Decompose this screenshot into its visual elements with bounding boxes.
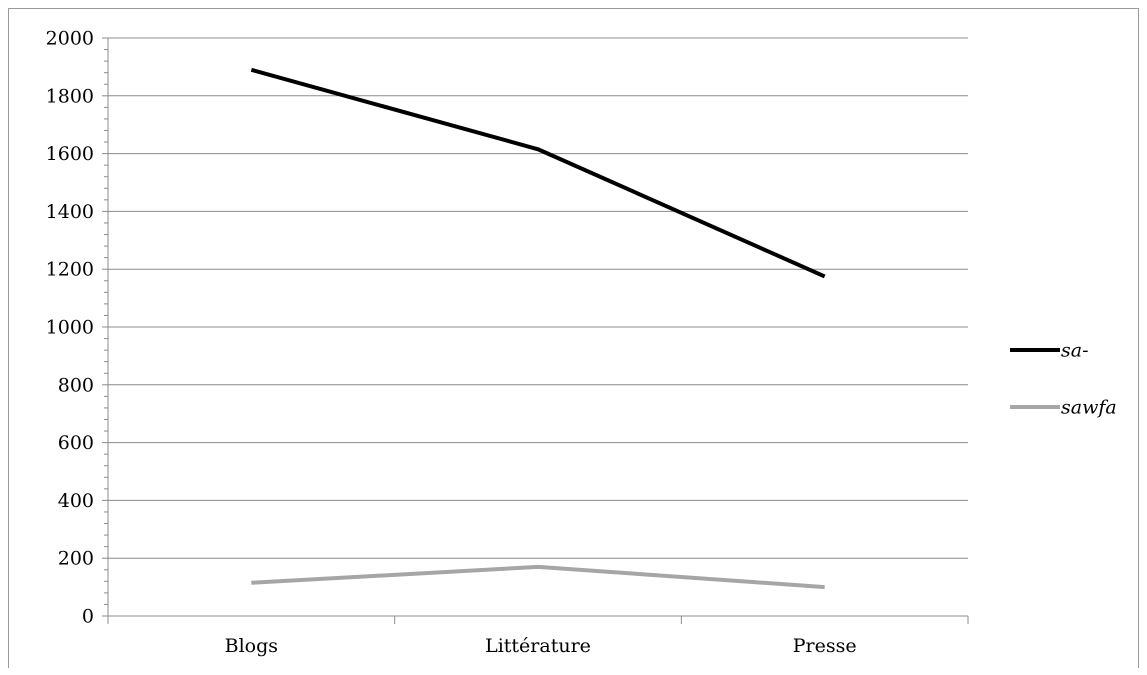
y-tick-label: 200 [58, 548, 94, 570]
x-tick-label: Presse [793, 635, 857, 657]
x-tick-labels: Blogs Littérature Presse [225, 635, 857, 657]
y-tick-label: 1600 [46, 143, 94, 165]
legend: sa-sawfa [1010, 340, 1117, 419]
x-tick-label: Littérature [485, 635, 591, 657]
series-line-1 [251, 564, 825, 590]
y-tick-label: 2000 [46, 28, 94, 50]
y-tick-labels: 0 200 400 600 800 1000 1200 1400 1600 1800 2000 [46, 28, 94, 628]
y-tick-label: 600 [58, 432, 94, 454]
y-tick-label: 1400 [46, 201, 94, 223]
x-tick-label: Blogs [225, 635, 278, 657]
legend-label: sa- [1061, 340, 1089, 362]
series-line-0 [250, 67, 826, 279]
legend-label: sawfa [1061, 397, 1117, 419]
gridlines [108, 37, 968, 559]
y-tick-label: 400 [58, 490, 94, 512]
y-tick-label: 0 [82, 606, 94, 628]
y-tick-label: 1200 [46, 259, 94, 281]
axes [102, 37, 969, 624]
y-tick-label: 1800 [46, 85, 94, 107]
y-tick-label: 800 [58, 374, 94, 396]
y-tick-label: 1000 [46, 317, 94, 339]
chart-frame [8, 8, 1139, 668]
series-lines [250, 67, 826, 590]
